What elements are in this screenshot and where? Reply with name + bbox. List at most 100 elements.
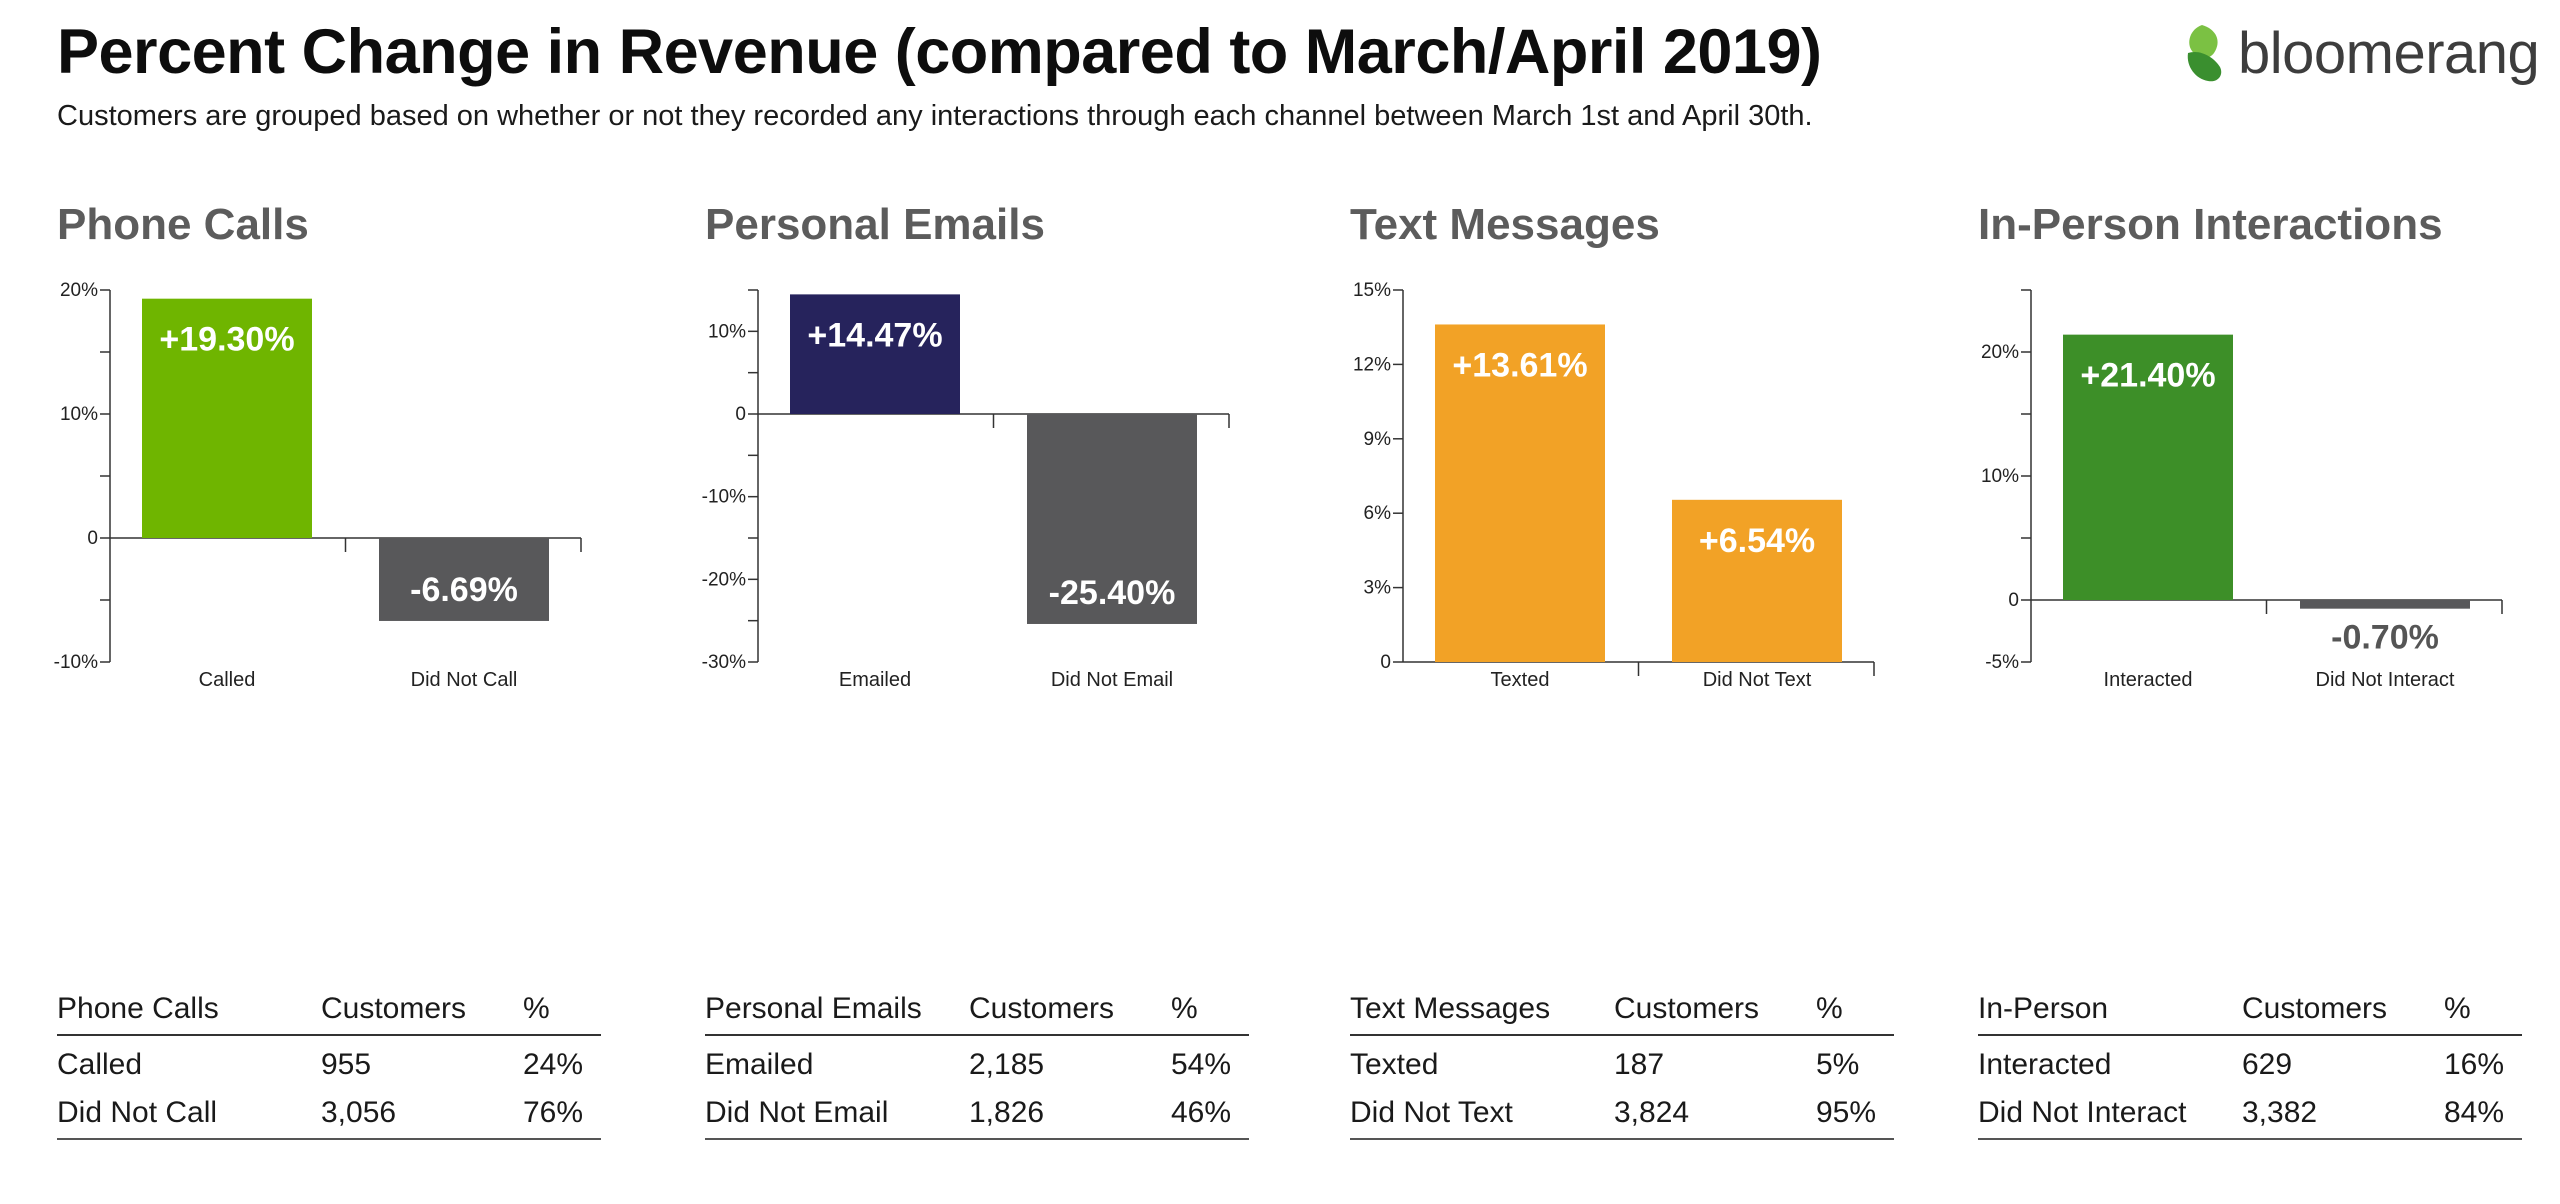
table-cell: Interacted [1978, 1048, 2112, 1081]
y-tick-label: 10% [708, 321, 746, 342]
y-tick-label: 20% [60, 280, 98, 301]
bar [379, 538, 549, 621]
table-row: Emailed 2,185 54% [705, 1040, 1249, 1088]
table-bottom-rule [1350, 1138, 1894, 1140]
bar [1027, 414, 1197, 624]
y-tick-label: 10% [60, 404, 98, 425]
table-header-cell: % [1171, 992, 1198, 1025]
panel-phone-calls: Phone Calls -10% 0 10% 20% +19.30% Called -6.6… [54, 190, 617, 1190]
bar [142, 298, 312, 538]
table-cell: 24% [523, 1048, 584, 1081]
table-cell: 3,824 [1614, 1096, 1690, 1129]
bar-value-label: +21.40% [2080, 357, 2215, 395]
table-row: Texted 187 5% [1350, 1040, 1894, 1088]
table-bottom-rule [1978, 1138, 2522, 1140]
bar-value-label: +14.47% [807, 316, 942, 354]
bar [1435, 324, 1605, 662]
y-tick-label: 6% [1364, 503, 1392, 524]
panel-in-person: In-Person Interactions -5% 0 10% 20% +21.40%… [1978, 190, 2538, 1190]
table-header-row: Text Messages Customers % [1350, 990, 1894, 1036]
bloomerang-leaf-icon [2187, 25, 2222, 82]
page-title: Percent Change in Revenue (compared to M… [57, 17, 1822, 87]
table-cell: 46% [1171, 1096, 1232, 1129]
table-row: Did Not Interact 3,382 84% [1978, 1088, 2522, 1136]
bar-value-label: -6.69% [410, 571, 518, 609]
table-header-cell: Phone Calls [57, 992, 219, 1025]
table-cell: 76% [523, 1096, 584, 1129]
table-header-cell: Customers [969, 992, 1115, 1025]
panel-title: In-Person Interactions [1978, 200, 2443, 249]
table-header-cell: In-Person [1978, 992, 2109, 1025]
y-tick-label: 3% [1364, 578, 1392, 599]
panel-title: Phone Calls [57, 200, 309, 249]
table-header-cell: % [1816, 992, 1843, 1025]
table-header-cell: Personal Emails [705, 992, 922, 1025]
y-tick-label: 15% [1353, 280, 1391, 301]
table-cell: 187 [1614, 1048, 1665, 1081]
table-cell: Did Not Email [705, 1096, 889, 1129]
table-header-row: In-Person Customers % [1978, 990, 2522, 1036]
table-header-cell: Customers [321, 992, 467, 1025]
table-cell: Called [57, 1048, 143, 1081]
y-tick-label: 9% [1364, 429, 1392, 450]
chart-phone-calls: -10% 0 10% 20% +19.30% Called -6.69% Did Not Ca… [54, 280, 582, 691]
chart-in-person: -5% 0 10% 20% +21.40% Interacted -0.70% Did Not… [1981, 289, 2503, 691]
y-tick-label: 20% [1981, 342, 2019, 363]
bar-value-label: -0.70% [2331, 619, 2439, 657]
category-label: Did Not Interact [2316, 669, 2455, 691]
y-tick-label: 10% [1981, 466, 2019, 487]
y-tick-label: -10% [702, 487, 746, 508]
category-label: Emailed [839, 669, 911, 691]
table-header-row: Personal Emails Customers % [705, 990, 1249, 1036]
category-label: Did Not Email [1051, 669, 1173, 691]
y-tick-label: 12% [1353, 354, 1391, 375]
panel-text-messages: Text Messages 0 3% 6% 9% 12% 15% +13.61% Texted… [1350, 190, 1910, 1190]
table-cell: Texted [1350, 1048, 1439, 1081]
chart-personal-emails: -30% -20% -10% 0 10% +14.47% Emailed -25.40% Did… [702, 289, 1230, 691]
bar [790, 294, 960, 414]
table-row: Called 955 24% [57, 1040, 601, 1088]
summary-table: Phone Calls Customers % Called 955 24% D… [57, 990, 601, 1140]
table-cell: 955 [321, 1048, 372, 1081]
y-tick-label: 0 [87, 528, 98, 549]
bar [2300, 600, 2470, 609]
table-row: Did Not Call 3,056 76% [57, 1088, 601, 1136]
table-cell: 16% [2444, 1048, 2505, 1081]
category-label: Called [199, 669, 256, 691]
summary-table: Text Messages Customers % Texted 187 5% … [1350, 990, 1894, 1140]
category-label: Interacted [2104, 669, 2193, 691]
table-cell: 3,382 [2242, 1096, 2318, 1129]
table-cell: 54% [1171, 1048, 1232, 1081]
bar-value-label: +6.54% [1699, 522, 1815, 560]
panel-personal-emails: Personal Emails -30% -20% -10% 0 10% +14.47% E… [702, 190, 1265, 1190]
category-label: Did Not Call [411, 669, 518, 691]
table-cell: 1,826 [969, 1096, 1045, 1129]
category-label: Did Not Text [1703, 669, 1812, 691]
y-tick-label: 0 [1380, 652, 1391, 673]
y-tick-label: -5% [1985, 652, 2019, 673]
table-cell: Emailed [705, 1048, 814, 1081]
y-tick-label: -20% [702, 569, 746, 590]
page-subtitle: Customers are grouped based on whether o… [57, 100, 1813, 132]
table-cell: Did Not Interact [1978, 1096, 2187, 1129]
table-header-cell: % [2444, 992, 2471, 1025]
table-cell: Did Not Text [1350, 1096, 1513, 1129]
y-tick-label: 0 [735, 404, 746, 425]
table-header-cell: Customers [2242, 992, 2388, 1025]
table-header-cell: Customers [1614, 992, 1760, 1025]
table-bottom-rule [57, 1138, 601, 1140]
panel-title: Personal Emails [705, 200, 1045, 249]
bar-value-label: -25.40% [1049, 574, 1176, 612]
table-bottom-rule [705, 1138, 1249, 1140]
bar [2063, 334, 2233, 600]
table-cell: 5% [1816, 1048, 1860, 1081]
logo-wordmark: bloomerang [2238, 20, 2540, 86]
table-cell: 84% [2444, 1096, 2505, 1129]
y-tick-label: -30% [702, 652, 746, 673]
table-cell: 2,185 [969, 1048, 1045, 1081]
table-row: Did Not Email 1,826 46% [705, 1088, 1249, 1136]
table-header-cell: % [523, 992, 550, 1025]
table-cell: 95% [1816, 1096, 1877, 1129]
bar-value-label: +19.30% [159, 321, 294, 359]
y-tick-label: -10% [54, 652, 98, 673]
